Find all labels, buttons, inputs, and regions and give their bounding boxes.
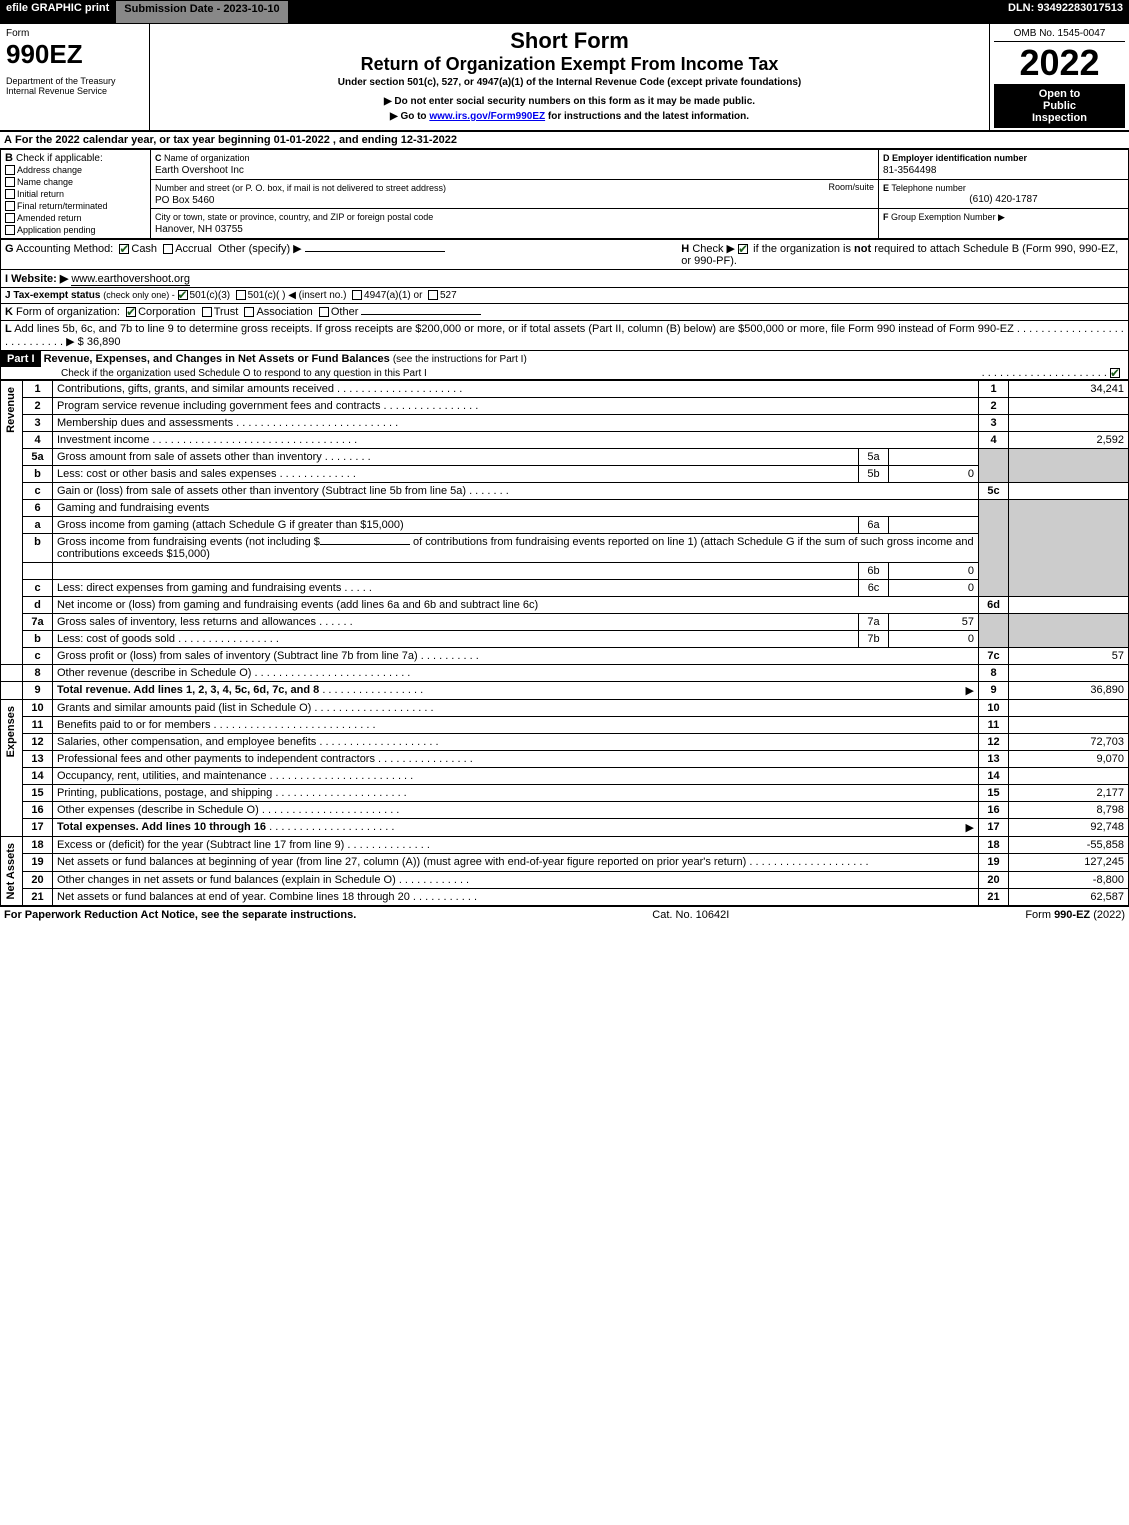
amt-7c: 57: [1009, 648, 1129, 665]
line-a: A For the 2022 calendar year, or tax yea…: [0, 132, 1129, 149]
gross-receipts: 36,890: [87, 336, 121, 348]
title-short-form: Short Form: [156, 28, 983, 54]
amt-18: -55,858: [1009, 837, 1129, 854]
ssn-warning: ▶ Do not enter social security numbers o…: [156, 96, 983, 107]
org-city: Hanover, NH 03755: [155, 224, 243, 235]
chk-527[interactable]: [428, 290, 438, 300]
chk-assoc[interactable]: [244, 307, 254, 317]
efile-label[interactable]: efile GRAPHIC print: [0, 0, 115, 24]
amt-6a: [889, 517, 979, 534]
goto-line: ▶ Go to www.irs.gov/Form990EZ for instru…: [156, 111, 983, 122]
ghijkl-block: G Accounting Method: Cash Accrual Other …: [0, 239, 1129, 351]
chk-501c[interactable]: [236, 290, 246, 300]
amt-11: [1009, 717, 1129, 734]
chk-accrual[interactable]: [163, 244, 173, 254]
amt-5c: [1009, 483, 1129, 500]
dln: DLN: 93492283017513: [1002, 0, 1129, 24]
amt-13: 9,070: [1009, 751, 1129, 768]
entity-block: B Check if applicable: Address change Na…: [0, 149, 1129, 239]
amt-6c: 0: [889, 580, 979, 597]
tax-year: 2022: [994, 42, 1125, 84]
amt-9: 36,890: [1009, 682, 1129, 700]
chk-other-org[interactable]: [319, 307, 329, 317]
chk-cash[interactable]: [119, 244, 129, 254]
form-number: 990EZ: [6, 39, 143, 70]
chk-amended[interactable]: [5, 213, 15, 223]
dept-irs: Internal Revenue Service: [6, 86, 143, 96]
title-return: Return of Organization Exempt From Incom…: [156, 54, 983, 75]
amt-19: 127,245: [1009, 854, 1129, 871]
amt-3: [1009, 415, 1129, 432]
chk-address-change[interactable]: [5, 165, 15, 175]
chk-final-return[interactable]: [5, 201, 15, 211]
amt-14: [1009, 768, 1129, 785]
amt-12: 72,703: [1009, 734, 1129, 751]
chk-initial-return[interactable]: [5, 189, 15, 199]
form-header: Form 990EZ Department of the Treasury In…: [0, 24, 1129, 132]
part-i-header: Part I Revenue, Expenses, and Changes in…: [0, 351, 1129, 380]
amt-1: 34,241: [1009, 381, 1129, 398]
amt-4: 2,592: [1009, 432, 1129, 449]
amt-2: [1009, 398, 1129, 415]
amt-17: 92,748: [1009, 819, 1129, 837]
amt-6d: [1009, 597, 1129, 614]
chk-app-pending[interactable]: [5, 225, 15, 235]
amt-6b: 0: [889, 563, 979, 580]
chk-trust[interactable]: [202, 307, 212, 317]
chk-sched-o[interactable]: [1110, 368, 1120, 378]
open-inspection-box: Open to Public Inspection: [994, 84, 1125, 128]
ein: 81-3564498: [883, 165, 936, 176]
section-netassets: Net Assets: [5, 839, 17, 903]
chk-sched-b[interactable]: [738, 244, 748, 254]
amt-20: -8,800: [1009, 871, 1129, 888]
lines-table: Revenue 1Contributions, gifts, grants, a…: [0, 380, 1129, 906]
amt-16: 8,798: [1009, 802, 1129, 819]
chk-501c3[interactable]: [178, 290, 188, 300]
section-expenses: Expenses: [5, 702, 17, 761]
subtitle: Under section 501(c), 527, or 4947(a)(1)…: [156, 77, 983, 88]
form-label: Form: [6, 28, 143, 39]
website: www.earthovershoot.org: [71, 273, 190, 286]
org-street: PO Box 5460: [155, 195, 214, 206]
top-bar: efile GRAPHIC print Submission Date - 20…: [0, 0, 1129, 24]
chk-4947[interactable]: [352, 290, 362, 300]
amt-15: 2,177: [1009, 785, 1129, 802]
dept-treasury: Department of the Treasury: [6, 76, 143, 86]
chk-name-change[interactable]: [5, 177, 15, 187]
amt-5a: [889, 449, 979, 466]
amt-21: 62,587: [1009, 889, 1129, 906]
amt-8: [1009, 665, 1129, 682]
chk-corp[interactable]: [126, 307, 136, 317]
page-footer: For Paperwork Reduction Act Notice, see …: [0, 906, 1129, 923]
section-revenue: Revenue: [5, 383, 17, 437]
phone: (610) 420-1787: [883, 194, 1124, 205]
submission-date: Submission Date - 2023-10-10: [115, 0, 288, 24]
irs-link[interactable]: www.irs.gov/Form990EZ: [429, 111, 545, 122]
amt-5b: 0: [889, 466, 979, 483]
amt-10: [1009, 700, 1129, 717]
amt-7b: 0: [889, 631, 979, 648]
amt-7a: 57: [889, 614, 979, 631]
org-name: Earth Overshoot Inc: [155, 165, 244, 176]
omb: OMB No. 1545-0047: [994, 26, 1125, 42]
